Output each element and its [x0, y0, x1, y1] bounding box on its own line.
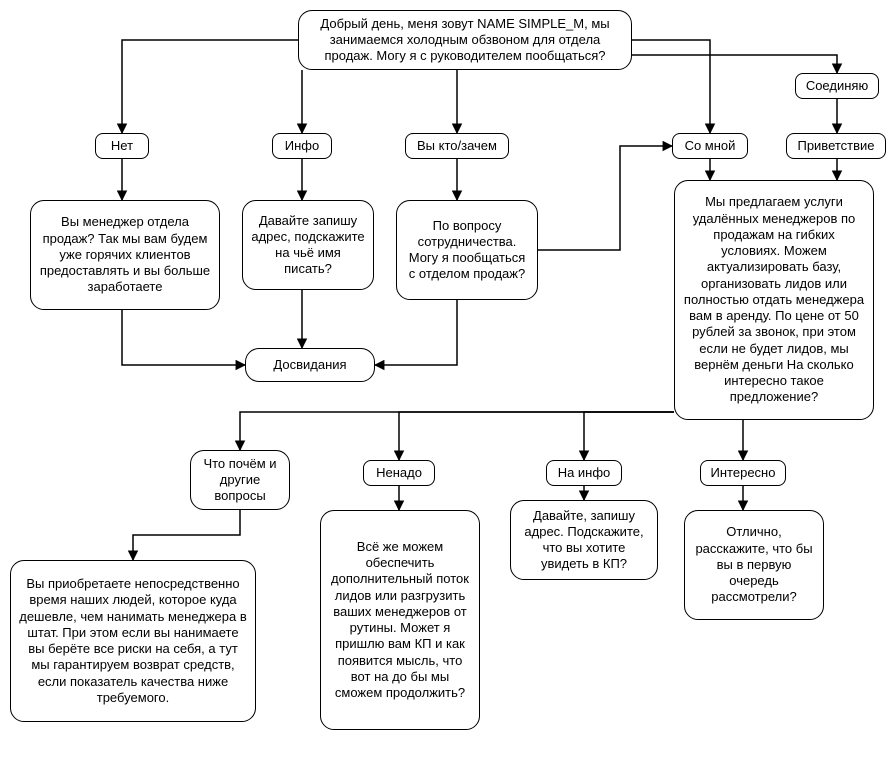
edge-intro-to-with_me — [632, 40, 710, 133]
node-intro: Добрый день, меня зовут NAME SIMPLE_M, м… — [298, 10, 632, 70]
edge-offer-to-nope — [399, 412, 674, 460]
node-no: Нет — [95, 133, 149, 159]
node-connect: Соединяю — [795, 73, 879, 99]
node-no_reply: Вы менеджер отдела продаж? Так мы вам бу… — [30, 200, 220, 310]
node-offer: Мы предлагаем услуги удалённых менеджеро… — [674, 180, 874, 420]
edge-offer-to-price_q — [240, 412, 674, 450]
node-to_info: На инфо — [546, 460, 622, 486]
node-info_reply: Давайте запишу адрес, подскажите на чьё … — [242, 200, 374, 290]
edge-price_q-to-price_reply — [133, 510, 240, 560]
edge-who_reply-to-with_me — [538, 146, 672, 250]
edge-intro-to-no — [122, 40, 298, 133]
node-info: Инфо — [272, 133, 332, 159]
node-greeting: Приветствие — [786, 133, 886, 159]
edge-who_reply-to-bye — [375, 300, 457, 365]
node-price_q: Что почём и другие вопросы — [190, 450, 290, 510]
node-bye: Досвидания — [245, 348, 375, 382]
node-to_info_reply: Давайте, запишу адрес. Подскажите, что в… — [510, 500, 658, 580]
flowchart-canvas: Добрый день, меня зовут NAME SIMPLE_M, м… — [0, 0, 890, 758]
node-nope: Ненадо — [363, 460, 435, 486]
node-nope_reply: Всё же можем обеспечить дополнительный п… — [320, 510, 480, 730]
edge-no_reply-to-bye — [122, 310, 245, 365]
node-with_me: Со мной — [672, 133, 748, 159]
edge-intro-to-connect — [632, 55, 837, 73]
node-price_reply: Вы приобретаете непосредственно время на… — [10, 560, 256, 722]
node-who: Вы кто/зачем — [405, 133, 509, 159]
node-who_reply: По вопросу сотрудничества. Могу я пообща… — [396, 200, 538, 300]
node-interesting_reply: Отлично, расскажите, что бы вы в первую … — [684, 510, 824, 620]
edge-offer-to-to_info — [584, 412, 674, 460]
node-interesting: Интересно — [700, 460, 786, 486]
